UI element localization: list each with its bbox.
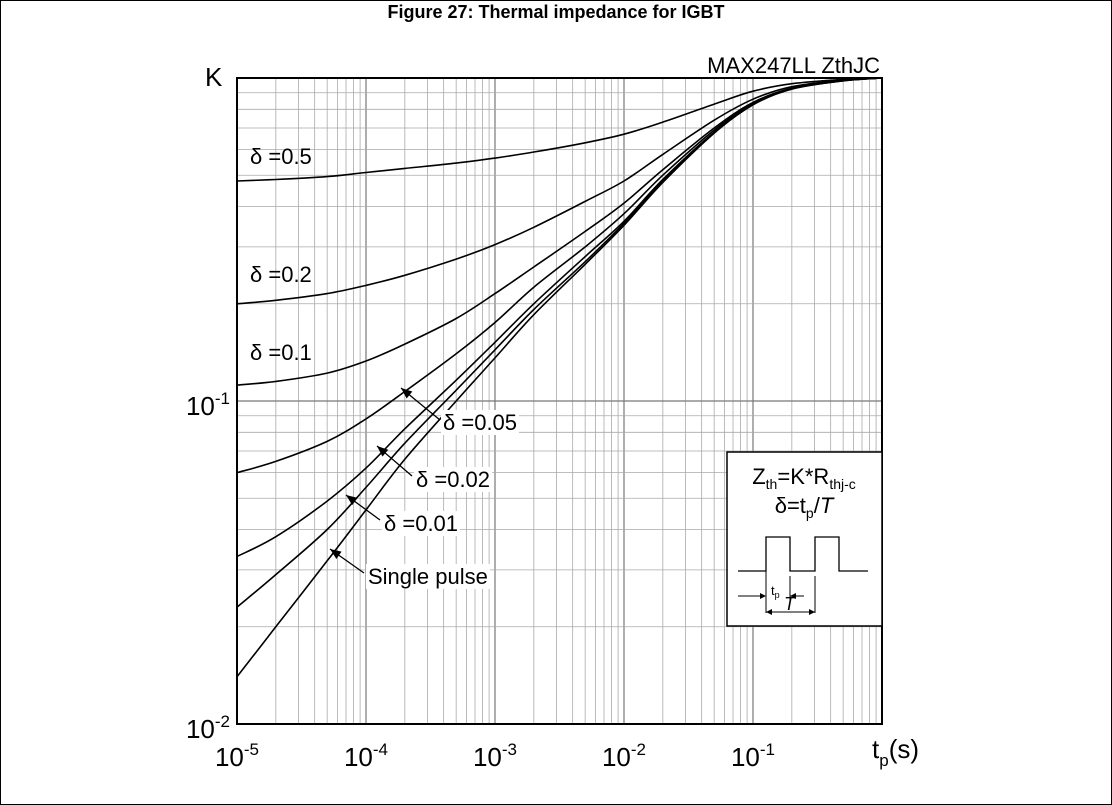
- series-line-3: [236, 77, 883, 474]
- inset-tp-label: tp: [771, 583, 780, 600]
- label-delta-0.01: δ =0.01: [384, 511, 458, 536]
- T-span-head-left: [766, 609, 772, 615]
- x-tick-label: 10-1: [731, 740, 775, 772]
- series-line-6: [236, 77, 883, 678]
- y-axis-label: K: [205, 62, 223, 92]
- plot-frame: [236, 77, 883, 725]
- annotation-arrowhead: [346, 495, 358, 506]
- annotation-arrowhead: [377, 446, 389, 457]
- label-bg: [382, 511, 461, 536]
- x-tick-label: 10-4: [344, 740, 388, 772]
- series-line-0: [236, 77, 883, 182]
- label-delta-0.5: δ =0.5: [250, 144, 312, 169]
- series-line-1: [236, 77, 883, 305]
- x-tick-label: 10-5: [215, 740, 259, 772]
- T-span-head-right: [809, 609, 815, 615]
- chart-title: MAX247LL ZthJC: [707, 53, 880, 78]
- label-arrows: [329, 387, 441, 574]
- x-axis-label: tp(s): [872, 734, 919, 770]
- label-bg: [441, 410, 520, 435]
- label-bg: [366, 564, 490, 589]
- grid: [237, 78, 882, 724]
- pulse-waveform: [738, 536, 868, 572]
- tp-arrow-left-head: [760, 593, 766, 599]
- y-tick-label: 10-1: [186, 389, 230, 421]
- label-bg: [414, 467, 493, 492]
- inset-T-label: T: [784, 594, 797, 614]
- inset-legend-box: Zth=K*Rthj-c δ=tp/T tp T: [726, 451, 883, 627]
- series-lines: [236, 77, 883, 678]
- inset-formula-delta: δ=tp/T: [775, 493, 835, 521]
- label-delta-0.05: δ =0.05: [443, 410, 517, 435]
- annotation-arrowhead: [330, 549, 342, 560]
- figure-title: Figure 27: Thermal impedance for IGBT: [387, 2, 725, 22]
- annotation-arrowhead: [401, 388, 413, 399]
- label-delta-0.2: δ =0.2: [250, 262, 312, 287]
- x-tick-label: 10-3: [473, 740, 517, 772]
- tick-labels: 10-5 10-4 10-3 10-2 10-1 10-1 10-2: [186, 389, 775, 772]
- series-line-2: [236, 77, 883, 386]
- inset-frame: [726, 451, 883, 627]
- x-tick-label: 10-2: [602, 740, 646, 772]
- y-tick-label: 10-2: [186, 712, 230, 744]
- label-delta-0.02: δ =0.02: [416, 467, 490, 492]
- label-single-pulse: Single pulse: [368, 564, 488, 589]
- inset-formula-zth: Zth=K*Rthj-c: [752, 464, 856, 492]
- tp-arrow-right-head: [790, 593, 796, 599]
- label-delta-0.1: δ =0.1: [250, 340, 312, 365]
